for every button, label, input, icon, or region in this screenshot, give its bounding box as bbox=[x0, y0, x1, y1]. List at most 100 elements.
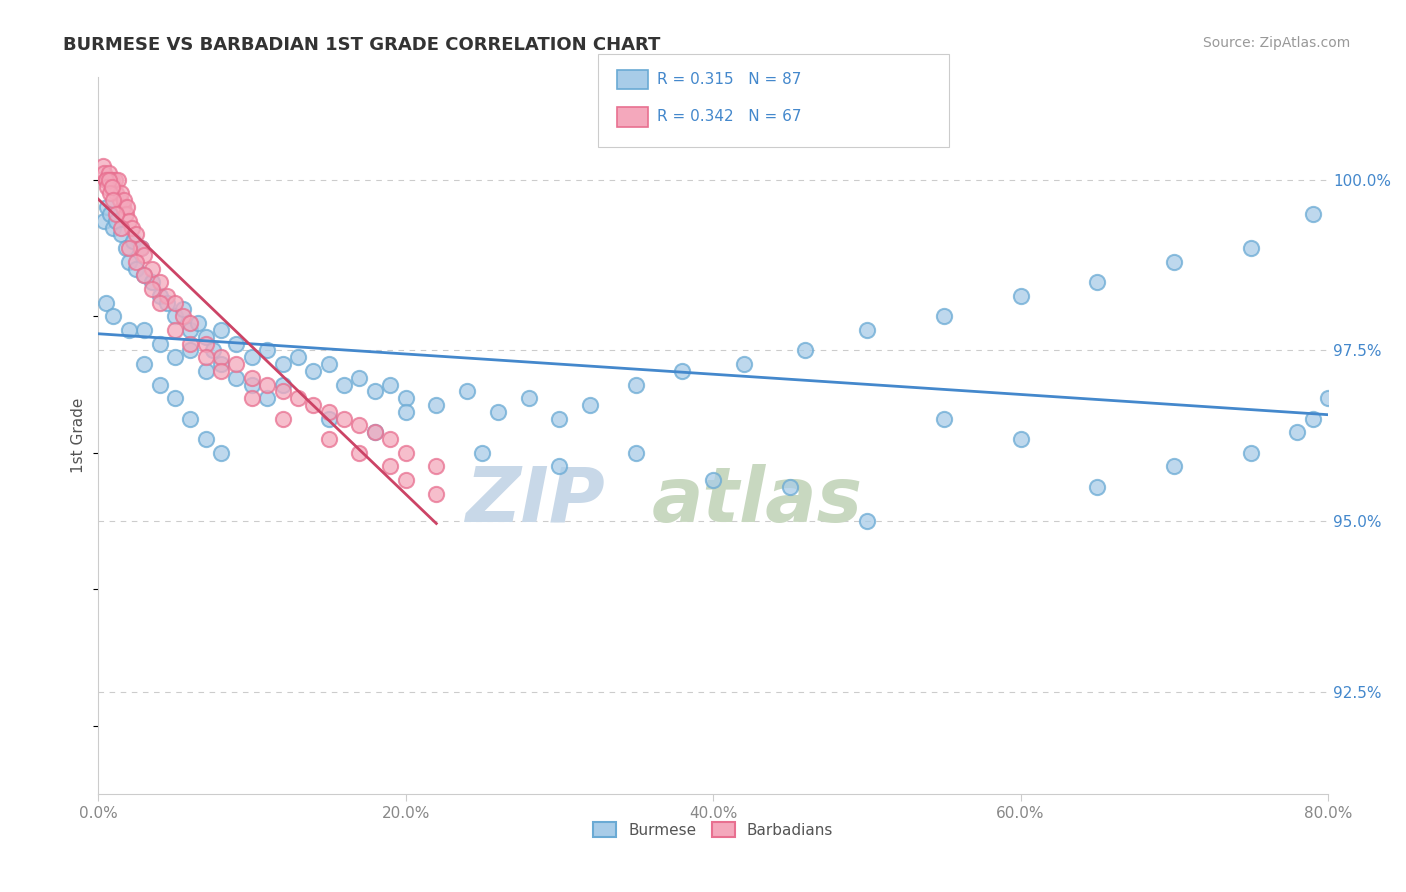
Point bbox=[141, 261, 163, 276]
Point bbox=[103, 220, 125, 235]
Point bbox=[380, 459, 402, 474]
Point bbox=[1286, 425, 1309, 440]
Point bbox=[105, 207, 128, 221]
Point bbox=[103, 179, 125, 194]
Point bbox=[240, 350, 263, 364]
Point bbox=[256, 377, 278, 392]
Point bbox=[318, 357, 340, 371]
Point bbox=[702, 473, 724, 487]
Text: ZIP: ZIP bbox=[465, 464, 606, 538]
Point bbox=[111, 200, 134, 214]
Point bbox=[624, 446, 647, 460]
Point bbox=[114, 207, 136, 221]
Point bbox=[114, 241, 136, 255]
Point bbox=[93, 213, 115, 227]
Y-axis label: 1st Grade: 1st Grade bbox=[72, 398, 86, 474]
Point bbox=[163, 310, 186, 324]
Point bbox=[103, 310, 125, 324]
Point bbox=[318, 411, 340, 425]
Point bbox=[517, 391, 540, 405]
Point bbox=[101, 173, 124, 187]
Point bbox=[172, 302, 194, 317]
Point bbox=[364, 384, 387, 399]
Point bbox=[579, 398, 602, 412]
Point bbox=[122, 234, 145, 248]
Point bbox=[97, 166, 120, 180]
Point bbox=[194, 364, 217, 378]
Point bbox=[194, 330, 217, 344]
Point bbox=[118, 254, 141, 268]
Point bbox=[333, 411, 356, 425]
Point bbox=[148, 275, 170, 289]
Point bbox=[125, 261, 148, 276]
Point bbox=[256, 391, 278, 405]
Point bbox=[110, 186, 132, 201]
Point bbox=[209, 446, 232, 460]
Point bbox=[240, 377, 263, 392]
Point bbox=[118, 241, 141, 255]
Point bbox=[129, 241, 152, 255]
Point bbox=[141, 282, 163, 296]
Point bbox=[271, 411, 294, 425]
Point bbox=[225, 357, 247, 371]
Point bbox=[302, 398, 325, 412]
Text: atlas: atlas bbox=[651, 464, 863, 538]
Point bbox=[96, 179, 118, 194]
Point bbox=[287, 391, 309, 405]
Point bbox=[671, 364, 693, 378]
Point bbox=[256, 343, 278, 358]
Point bbox=[163, 391, 186, 405]
Point bbox=[118, 323, 141, 337]
Point bbox=[134, 357, 156, 371]
Text: Source: ZipAtlas.com: Source: ZipAtlas.com bbox=[1202, 36, 1350, 50]
Point bbox=[333, 377, 356, 392]
Point bbox=[134, 268, 156, 283]
Point bbox=[97, 173, 120, 187]
Point bbox=[240, 370, 263, 384]
Point bbox=[349, 446, 371, 460]
Point bbox=[209, 323, 232, 337]
Point bbox=[1163, 254, 1185, 268]
Point bbox=[179, 316, 201, 330]
Point bbox=[179, 323, 201, 337]
Point bbox=[471, 446, 494, 460]
Point bbox=[349, 370, 371, 384]
Point bbox=[121, 220, 143, 235]
Point bbox=[194, 350, 217, 364]
Point bbox=[141, 275, 163, 289]
Point bbox=[318, 432, 340, 446]
Point bbox=[104, 173, 127, 187]
Text: BURMESE VS BARBADIAN 1ST GRADE CORRELATION CHART: BURMESE VS BARBADIAN 1ST GRADE CORRELATI… bbox=[63, 36, 661, 54]
Point bbox=[129, 241, 152, 255]
Point bbox=[225, 336, 247, 351]
Point bbox=[209, 350, 232, 364]
Point bbox=[163, 323, 186, 337]
Point bbox=[624, 377, 647, 392]
Point bbox=[105, 213, 128, 227]
Point bbox=[271, 377, 294, 392]
Point bbox=[118, 213, 141, 227]
Point bbox=[733, 357, 755, 371]
Point bbox=[148, 289, 170, 303]
Point bbox=[110, 227, 132, 242]
Legend: Burmese, Barbadians: Burmese, Barbadians bbox=[586, 815, 839, 844]
Point bbox=[1240, 446, 1263, 460]
Point bbox=[156, 295, 179, 310]
Point bbox=[148, 336, 170, 351]
Point bbox=[209, 364, 232, 378]
Point bbox=[1302, 411, 1324, 425]
Point bbox=[271, 384, 294, 399]
Point bbox=[172, 310, 194, 324]
Point bbox=[349, 418, 371, 433]
Point bbox=[110, 220, 132, 235]
Point bbox=[779, 480, 801, 494]
Point bbox=[187, 316, 209, 330]
Point bbox=[108, 194, 131, 208]
Point bbox=[425, 459, 447, 474]
Point bbox=[209, 357, 232, 371]
Point bbox=[117, 200, 139, 214]
Point bbox=[1317, 391, 1340, 405]
Point bbox=[486, 405, 509, 419]
Point bbox=[179, 411, 201, 425]
Point bbox=[1302, 207, 1324, 221]
